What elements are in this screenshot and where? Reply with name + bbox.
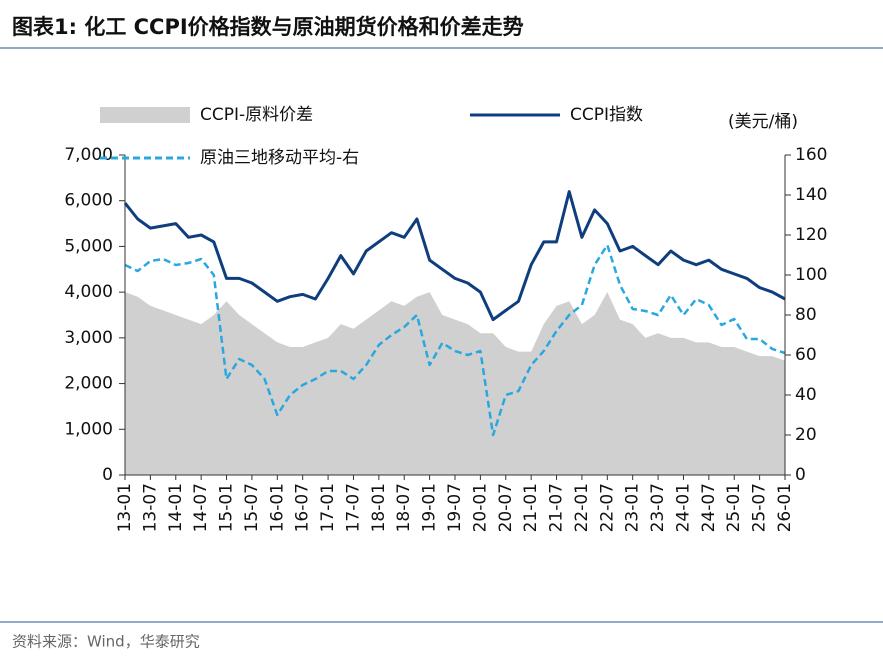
y2-tick-label: 140 <box>795 185 827 205</box>
x-tick-label: 15-07 <box>242 483 262 532</box>
y-tick-label: 5,000 <box>64 236 113 256</box>
x-tick-label: 25-01 <box>724 483 744 532</box>
chart-title: 图表1: 化工 CCPI价格指数与原油期货价格和价差走势 <box>12 15 524 39</box>
x-tick-label: 23-07 <box>648 483 668 532</box>
y2-tick-label: 80 <box>795 305 817 325</box>
line <box>124 243 786 437</box>
y2-tick-label: 0 <box>795 465 806 485</box>
x-tick-label: 24-07 <box>699 483 719 532</box>
line <box>123 190 786 322</box>
y-tick-label: 2,000 <box>64 374 113 394</box>
x-tick-label: 13-01 <box>115 483 135 532</box>
y-tick-label: 7,000 <box>64 145 113 165</box>
legend-label: CCPI指数 <box>570 105 643 125</box>
y2-tick-label: 60 <box>795 345 817 365</box>
y2-tick-label: 160 <box>795 145 827 165</box>
x-tick-label: 14-01 <box>166 483 186 532</box>
y2-tick-label: 100 <box>795 265 827 285</box>
legend-label: CCPI-原料价差 <box>200 105 313 125</box>
x-tick-label: 26-01 <box>775 483 795 532</box>
x-tick-label: 22-01 <box>572 483 592 532</box>
x-tick-label: 15-01 <box>217 483 237 532</box>
x-tick-label: 19-01 <box>420 483 440 532</box>
source-note: 资料来源：Wind，华泰研究 <box>12 633 200 651</box>
x-tick-label: 18-01 <box>369 483 389 532</box>
x-tick-label: 25-07 <box>750 483 770 532</box>
y-tick-label: 1,000 <box>64 419 113 439</box>
x-tick-label: 21-01 <box>521 483 541 532</box>
x-tick-label: 24-01 <box>673 483 693 532</box>
y2-tick-label: 120 <box>795 225 827 245</box>
x-tick-label: 20-01 <box>470 483 490 532</box>
y-tick-label: 3,000 <box>64 328 113 348</box>
x-tick-label: 18-07 <box>394 483 414 532</box>
y-tick-label: 0 <box>102 465 113 485</box>
x-tick-label: 17-07 <box>343 483 363 532</box>
x-tick-label: 16-01 <box>267 483 287 532</box>
y2-tick-label: 40 <box>795 385 817 405</box>
y-tick-label: 6,000 <box>64 191 113 211</box>
y2-axis-label: (美元/桶) <box>728 112 798 132</box>
legend-label: 原油三地移动平均-右 <box>200 148 359 168</box>
x-tick-label: 21-07 <box>547 483 567 532</box>
x-tick-label: 17-01 <box>318 483 338 532</box>
y-tick-label: 4,000 <box>64 282 113 302</box>
x-tick-label: 16-07 <box>293 483 313 532</box>
x-tick-label: 13-07 <box>140 483 160 532</box>
x-tick-label: 14-07 <box>191 483 211 532</box>
x-tick-label: 23-01 <box>623 483 643 532</box>
x-tick-label: 22-07 <box>597 483 617 532</box>
area <box>125 292 785 475</box>
x-tick-label: 19-07 <box>445 483 465 532</box>
legend-swatch <box>100 107 190 123</box>
x-tick-label: 20-07 <box>496 483 516 532</box>
y2-tick-label: 20 <box>795 425 817 445</box>
